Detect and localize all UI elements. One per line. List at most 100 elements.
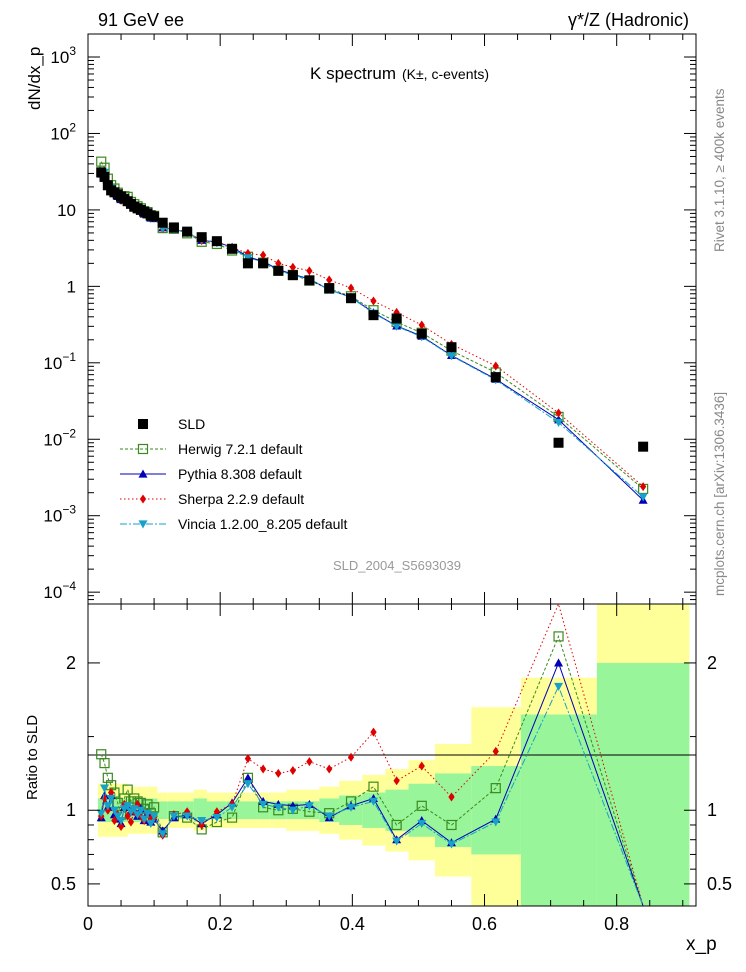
sld-data-point [242,258,253,269]
vincia-ratio-point [446,840,456,849]
sld-data-point [368,310,379,321]
vincia-ratio-point [142,809,152,818]
sld-data-point [168,222,179,233]
vincia-ratio-point [139,815,149,824]
sld-data-point [287,270,298,281]
vincia-ratio-point [227,803,237,812]
legend-label: SLD [178,416,205,432]
vincia-ratio-point [243,780,253,789]
sherpa-main-point [370,296,377,306]
y-tick-label: 10−2 [43,426,76,449]
sld-data-point [149,211,160,222]
ratio-frame [87,603,697,907]
sld-data-point [416,328,427,339]
vincia-main-point [638,493,648,502]
x-axis-label: x_p [686,934,717,955]
legend-label: Herwig 7.2.1 default [178,441,303,457]
y-tick-label: 10−3 [43,503,76,526]
sherpa-main-point [326,275,333,285]
vincia-ratio-point [273,803,283,812]
ratio-tick-label-right: 2 [707,653,717,673]
vincia-ratio-point [109,806,119,815]
legend-label: Sherpa 2.2.9 default [178,491,304,507]
legend-marker [138,419,148,429]
sld-data-point [211,236,222,247]
vincia-ratio-point [392,837,402,846]
sherpa-main-point [259,250,267,260]
x-tick-label: 0.8 [604,914,629,934]
x-tick-label: 0.2 [208,914,233,934]
herwig-ratio-point [553,631,564,642]
sld-data-point [196,232,207,243]
y-axis-label-main: dN/dx_p [25,47,44,110]
sherpa-ratio-point [124,811,131,821]
pythia-ratio-point [243,773,253,782]
herwig-ratio-point [99,758,110,769]
ratio-data-layer [96,602,644,907]
sherpa-ratio-point [107,788,115,798]
mcplots-label: mcplots.cern.ch [arXiv:1306.3436] [712,392,727,596]
sld-data-point [258,258,269,269]
ratio-band-green-segment [256,801,270,820]
sherpa-ratio-point [117,821,125,831]
herwig-ratio-point [148,802,160,813]
x-tick-label: 0 [83,914,93,934]
sld-data-point [391,313,402,324]
vincia-main-point [554,418,564,428]
vincia-main-point [392,322,402,331]
sld-data-point [182,226,193,237]
sherpa-ratio-point [492,746,499,756]
vincia-ratio-point [136,806,146,815]
sld-data-point [446,342,457,353]
sld-data-point [102,180,113,191]
sld-data-point [324,283,335,294]
herwig-ratio-point [368,781,379,792]
ratio-panel: 0 0.2 0.4 0.6 0.8 2 2 1 1 0.5 0.5 Ratio to SLD x_p [24,602,732,955]
vincia-ratio-point [368,797,378,806]
vincia-ratio-point [123,802,133,811]
sld-data-point [227,243,238,254]
header-right: γ*/Z (Hadronic) [568,10,689,30]
sherpa-main-point [639,482,647,492]
x-tick-label: 0.6 [472,914,497,934]
herwig-ratio-point [391,819,402,831]
ratio-band-green-segment [362,792,386,828]
vincia-ratio-point [258,800,268,809]
sld-data-point [157,217,168,228]
sherpa-ratio-point [259,764,267,774]
vincia-ratio-point [304,802,314,811]
vincia-main-point [243,254,253,263]
sherpa-main-point [418,320,425,330]
vincia-ratio-point [149,812,159,821]
y-tick-label: 102 [50,120,76,143]
sherpa-ratio-point [127,817,135,827]
sld-data-point [490,372,501,383]
legend-label: Vincia 1.2.00_8.205 default [178,516,348,532]
vincia-ratio-point [103,802,113,811]
sherpa-ratio-point [448,792,455,802]
vincia-ratio-point [491,818,501,827]
vincia-ratio-point [158,830,168,839]
ratio-tick-label-right: 0.5 [707,874,732,894]
sherpa-ratio-point [111,816,118,826]
legend-marker [137,443,149,455]
ratio-tick-label: 2 [66,653,76,673]
ratio-band-green-segment [240,801,257,820]
ratio-band-green-segment [157,801,168,820]
ratio-axis-ticks: 0 0.2 0.4 0.6 0.8 2 2 1 1 0.5 0.5 [51,604,732,934]
rivet-label: Rivet 3.1.10, ≥ 400k events [712,88,727,252]
herwig-ratio-point [96,749,107,760]
vincia-ratio-point [212,814,222,823]
vincia-ratio-point [417,819,427,829]
sherpa-ratio-point [347,752,355,762]
ratio-tick-label: 0.5 [51,874,76,894]
vincia-ratio-point [169,812,179,821]
chart-title: K spectrum [310,64,396,83]
sld-data-point [638,441,649,452]
vincia-ratio-point [197,816,207,826]
herwig-main-point [96,156,107,167]
vincia-ratio-point [116,816,126,826]
header-left: 91 GeV ee [98,10,184,30]
